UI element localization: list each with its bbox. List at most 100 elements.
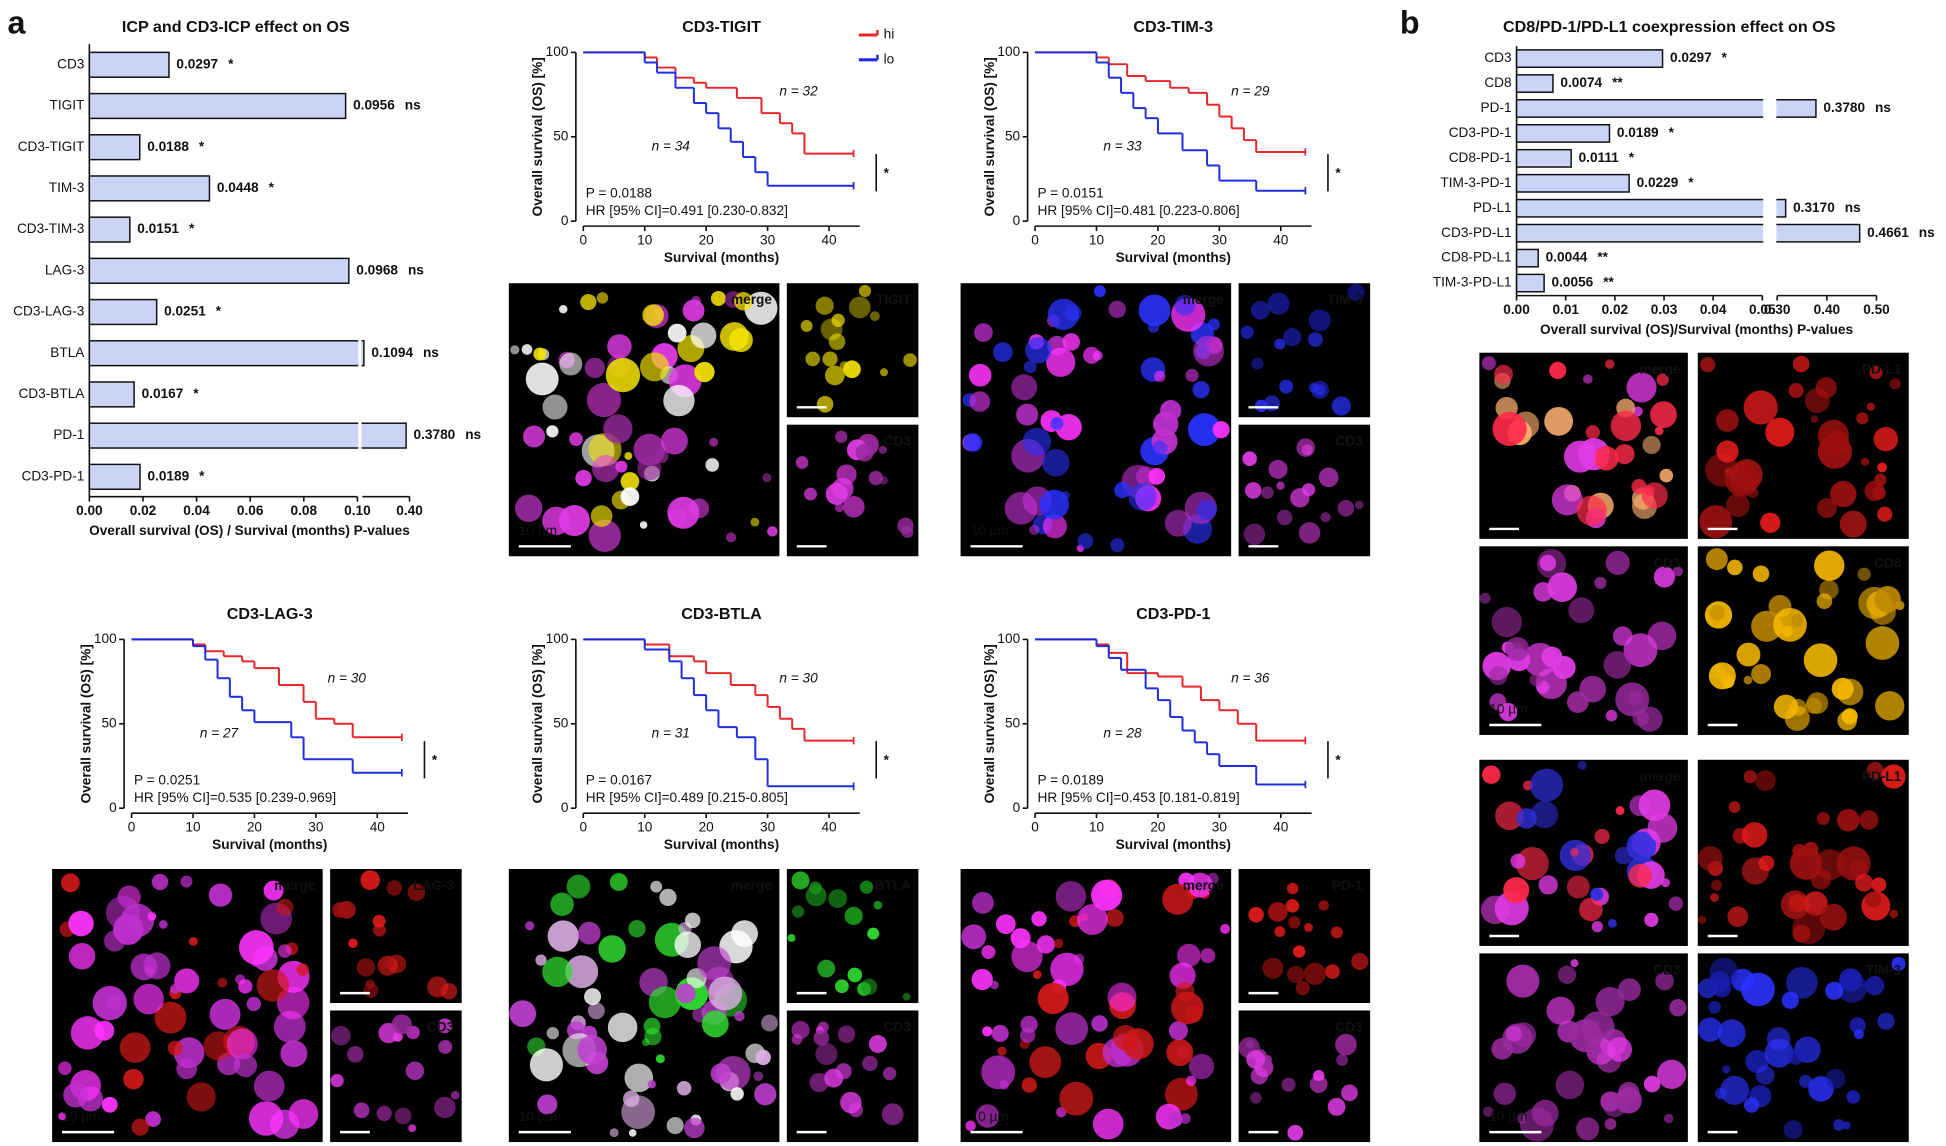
cell-signal: [1330, 926, 1343, 939]
cell-signal: [755, 1049, 771, 1066]
cell-signal: [1747, 487, 1759, 499]
cell-signal: [1287, 965, 1305, 984]
cell-signal: [805, 351, 820, 367]
cell-signal: [697, 946, 732, 981]
cell-signal: [1855, 873, 1873, 892]
channel-label: merge: [1183, 878, 1224, 893]
cell-signal: [642, 304, 664, 326]
cell-signal: [1541, 646, 1563, 668]
cell-signal: [1637, 706, 1663, 732]
cell-signal: [1861, 457, 1870, 466]
channel-label: TIM-3: [1866, 962, 1902, 977]
cell-signal: [1708, 971, 1730, 993]
cell-signal: [1187, 413, 1221, 446]
x-tick-label: 0.10: [344, 503, 371, 518]
cell-signal: [1254, 399, 1268, 413]
cell-signal: [523, 425, 545, 448]
cell-signal: [1816, 812, 1830, 825]
cell-signal: [902, 992, 911, 1001]
axis-break: [358, 339, 362, 367]
cell-signal: [840, 1091, 862, 1114]
cell-signal: [1544, 406, 1574, 436]
cell-signal: [1308, 309, 1331, 332]
channel-label: merge: [274, 878, 315, 893]
cell-signal: [824, 365, 845, 386]
cell-signal: [1669, 999, 1687, 1017]
y-tick-label: LAG-3: [45, 262, 84, 277]
cell-signal: [1138, 294, 1171, 327]
cell-signal: [1869, 366, 1883, 380]
cell-signal: [860, 978, 878, 995]
cell-signal: [437, 1018, 453, 1034]
cell-signal: [273, 1010, 306, 1043]
cell-signal: [566, 874, 591, 899]
axis-break: [1763, 223, 1777, 244]
cell-signal: [208, 883, 233, 907]
bar: [88, 340, 365, 367]
cell-signal: [684, 912, 701, 929]
x-tick-label: 30: [760, 820, 776, 835]
cell-signal: [1276, 509, 1293, 526]
cell-signal: [1608, 919, 1617, 928]
cell-signal: [1050, 417, 1064, 430]
axis-break: [358, 421, 362, 450]
cell-signal: [995, 914, 1016, 934]
cell-signal: [1036, 935, 1056, 954]
cell-signal: [815, 1043, 838, 1066]
cell-signal: [903, 353, 917, 367]
value-label: 0.0044: [1546, 250, 1588, 265]
cell-signal: [963, 433, 983, 452]
cell-signal: [817, 959, 836, 978]
y-tick-label: CD3-BTLA: [18, 386, 85, 401]
cell-signal: [676, 1080, 692, 1096]
cell-signal: [992, 342, 1013, 363]
axis-break: [1763, 198, 1777, 219]
x-tick-label: 40: [370, 820, 386, 835]
cell-signal: [1604, 1118, 1617, 1130]
cell-signal: [968, 363, 992, 387]
y-tick-label: CD8-PD-1: [1449, 150, 1512, 165]
hazard-ratio: HR [95% CI]=0.535 [0.239-0.969]: [134, 790, 336, 805]
cell-signal: [1288, 916, 1301, 929]
cell-signal: [1059, 1081, 1094, 1116]
cell-signal: [1331, 396, 1352, 416]
cell-signal: [434, 1096, 456, 1119]
cell-signal: [637, 456, 662, 481]
cell-signal: [1320, 512, 1331, 523]
cell-signal: [879, 475, 888, 485]
bar: [1515, 248, 1539, 268]
cell-signal: [815, 296, 834, 315]
cell-signal: [94, 1020, 115, 1041]
cell-signal: [68, 943, 96, 970]
micrograph: [1238, 868, 1371, 1004]
cell-signal: [239, 930, 274, 965]
cell-signal: [1242, 451, 1257, 467]
value-label: 0.0074: [1560, 75, 1602, 90]
cell-signal: [869, 311, 880, 322]
cell-signal: [880, 368, 889, 377]
cell-signal: [1568, 597, 1595, 624]
cell-signal: [1614, 444, 1635, 465]
cell-signal: [705, 458, 720, 472]
cell-signal: [1865, 976, 1885, 996]
cell-signal: [1050, 952, 1084, 986]
y-tick-label: CD3-TIM-3: [17, 221, 84, 236]
cell-signal: [1295, 981, 1310, 996]
cell-signal: [1566, 875, 1590, 899]
cell-signal: [659, 888, 677, 907]
value-label: 0.0056: [1552, 275, 1594, 290]
n-label: n = 30: [328, 671, 367, 686]
cell-signal: [278, 944, 292, 958]
cell-signal: [450, 1090, 460, 1100]
cell-signal: [217, 977, 228, 988]
bar: [1515, 49, 1664, 69]
cell-signal: [1251, 357, 1264, 370]
cell-signal: [1605, 550, 1630, 575]
cell-signal: [1335, 1033, 1357, 1056]
cell-signal: [1656, 373, 1669, 386]
cell-signal: [1659, 468, 1674, 483]
scale-bar-label: 10 µm: [62, 1109, 100, 1124]
x-tick-label: 0.01: [1552, 302, 1579, 317]
cell-signal: [1042, 449, 1070, 477]
cell-signal: [667, 323, 687, 343]
